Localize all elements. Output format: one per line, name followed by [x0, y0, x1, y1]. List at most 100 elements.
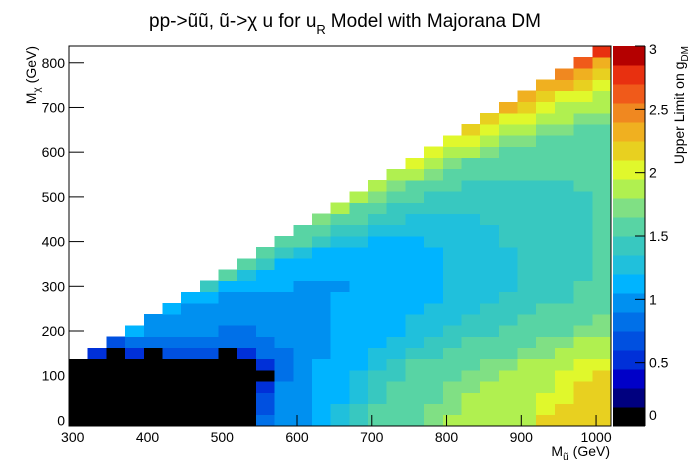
- cell: [442, 336, 462, 349]
- cell: [424, 236, 444, 248]
- cell: [405, 180, 425, 192]
- cell: [405, 392, 425, 404]
- cell: [573, 146, 593, 159]
- cell: [480, 269, 500, 282]
- palette-swatch: [613, 236, 645, 256]
- cell: [255, 392, 275, 404]
- cell: [293, 224, 313, 237]
- cell: [480, 336, 500, 349]
- cell: [386, 358, 406, 371]
- palette-swatch: [613, 312, 645, 332]
- cell: [536, 213, 556, 226]
- cell: [424, 202, 444, 214]
- cell: [237, 370, 257, 382]
- cell: [592, 135, 612, 147]
- cell: [536, 392, 556, 404]
- cell: [386, 280, 406, 293]
- cell: [106, 414, 126, 427]
- cell: [424, 370, 444, 382]
- cell: [480, 124, 500, 136]
- cell: [181, 314, 201, 326]
- cell: [592, 180, 612, 192]
- cell: [274, 291, 294, 304]
- cell: [554, 224, 574, 237]
- cell: [311, 325, 331, 337]
- cell: [517, 291, 537, 304]
- cell: [330, 291, 350, 304]
- cell: [330, 247, 350, 259]
- cell: [498, 280, 518, 293]
- cell: [424, 336, 444, 349]
- cell: [517, 347, 537, 360]
- cell: [517, 113, 537, 125]
- cell: [143, 358, 163, 371]
- cell: [87, 370, 107, 382]
- cell: [349, 403, 369, 416]
- cell: [218, 303, 238, 315]
- cell: [311, 314, 331, 326]
- cell: [293, 280, 313, 293]
- cell: [554, 146, 574, 159]
- palette-swatch: [613, 84, 645, 104]
- cell: [330, 280, 350, 293]
- cell: [498, 370, 518, 382]
- cell: [349, 258, 369, 270]
- cell: [424, 280, 444, 293]
- cell: [480, 224, 500, 237]
- cell: [536, 224, 556, 237]
- cell: [592, 90, 612, 103]
- cell: [405, 224, 425, 237]
- palette-swatch: [613, 217, 645, 237]
- cell: [461, 124, 481, 136]
- x-tick-label: 1000: [580, 429, 611, 445]
- cell: [349, 280, 369, 293]
- cell: [480, 236, 500, 248]
- cell: [498, 347, 518, 360]
- cell: [573, 202, 593, 214]
- cell: [573, 236, 593, 248]
- cell: [573, 135, 593, 147]
- cell: [293, 291, 313, 304]
- cell: [461, 180, 481, 192]
- cell: [554, 79, 574, 92]
- cell: [293, 258, 313, 270]
- cell: [573, 303, 593, 315]
- cell: [592, 291, 612, 304]
- cell: [293, 392, 313, 404]
- palette-swatch: [613, 255, 645, 275]
- cell: [162, 414, 182, 427]
- cell: [554, 135, 574, 147]
- cell: [573, 113, 593, 125]
- cell: [199, 314, 219, 326]
- cell: [293, 403, 313, 416]
- cell: [405, 325, 425, 337]
- cell: [554, 202, 574, 214]
- cell: [274, 280, 294, 293]
- cell: [218, 414, 238, 427]
- cell: [125, 403, 145, 416]
- cell: [311, 247, 331, 259]
- cell: [554, 168, 574, 181]
- cell: [442, 168, 462, 181]
- cell: [199, 347, 219, 360]
- cell: [255, 381, 275, 393]
- cell: [461, 157, 481, 170]
- cell: [536, 180, 556, 192]
- cell: [461, 213, 481, 226]
- cell: [498, 325, 518, 337]
- cell: [69, 403, 88, 416]
- cell: [311, 269, 331, 282]
- cell: [162, 314, 182, 326]
- cell: [461, 414, 481, 427]
- cell: [405, 168, 425, 181]
- cell: [573, 258, 593, 270]
- cell: [573, 124, 593, 136]
- cell: [480, 291, 500, 304]
- cell: [330, 414, 350, 427]
- cell: [368, 213, 388, 226]
- cell: [592, 146, 612, 159]
- cell: [349, 370, 369, 382]
- cell: [218, 347, 238, 360]
- cell: [592, 57, 612, 69]
